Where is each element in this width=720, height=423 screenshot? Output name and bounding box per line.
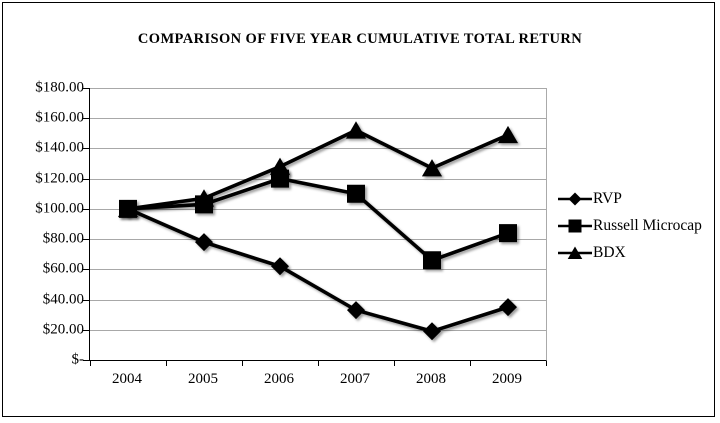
x-axis-label: 2008: [416, 371, 446, 387]
legend-item: RVP: [557, 191, 702, 207]
gridline: [90, 269, 546, 271]
diamond-marker-icon: [271, 257, 289, 276]
series-svg: [117, 121, 519, 341]
series-line: [127, 176, 509, 263]
x-axis-label: 2004: [112, 371, 142, 387]
y-axis-label: $180.00: [35, 79, 84, 96]
gridline: [90, 178, 546, 180]
y-axis-label: $160.00: [35, 109, 84, 126]
series-line: [127, 128, 509, 211]
diamond-legend-marker-icon: [558, 192, 592, 206]
gridline: [90, 299, 546, 301]
x-axis-tick: [546, 361, 547, 366]
triangle-marker-icon: [193, 189, 215, 207]
y-axis-tick: [83, 208, 90, 210]
legend-label: RVP: [593, 190, 622, 207]
y-axis-tick: [83, 269, 90, 271]
diamond-marker-icon: [423, 322, 441, 341]
y-axis-tick: [83, 360, 90, 361]
x-axis-label: 2009: [492, 371, 522, 387]
y-axis-tick: [83, 329, 90, 331]
gridline: [90, 329, 546, 331]
y-axis-label: $120.00: [35, 170, 84, 187]
x-axis-tick: [90, 361, 91, 366]
y-axis-tick: [83, 178, 90, 180]
legend-label: BDX: [593, 244, 626, 261]
diamond-marker-icon: [195, 233, 213, 252]
triangle-marker-icon: [269, 157, 291, 175]
legend: RVP Russell Microcap BDX: [557, 191, 702, 272]
y-axis-label: $60.00: [42, 260, 84, 277]
y-axis-tick: [83, 299, 90, 301]
series-russell-microcap: [119, 169, 517, 270]
y-axis-tick: [83, 88, 90, 89]
y-axis-tick: [83, 148, 90, 150]
x-axis-label: 2006: [264, 371, 294, 387]
gridline: [90, 88, 546, 89]
x-axis-tick: [318, 361, 319, 366]
y-axis-label: $100.00: [35, 200, 84, 217]
triangle-marker-icon: [421, 159, 443, 177]
x-axis-tick: [470, 361, 471, 366]
x-axis-labels: 2004 2005 2006 2007 2008 2009: [89, 371, 545, 391]
y-axis-labels: $180.00 $160.00 $140.00 $120.00 $100.00 $80.0…: [18, 80, 84, 368]
series-bdx: [117, 121, 519, 218]
y-axis-label: $40.00: [42, 291, 84, 308]
x-axis-label: 2007: [340, 371, 370, 387]
legend-item: Russell Microcap: [557, 218, 702, 234]
plot-area: [83, 88, 547, 366]
diamond-marker-icon: [499, 298, 517, 317]
y-axis-tick: [83, 239, 90, 241]
x-axis-label: 2005: [188, 371, 218, 387]
triangle-marker-icon: [117, 199, 139, 218]
square-marker-icon: [499, 224, 517, 243]
triangle-marker-icon: [345, 121, 367, 139]
gridline: [90, 118, 546, 120]
diamond-marker-icon: [347, 301, 365, 320]
square-marker-icon: [347, 184, 365, 203]
gridline: [90, 239, 546, 241]
square-legend-marker-icon: [558, 219, 592, 233]
legend-item: BDX: [557, 245, 702, 261]
y-axis-label: $80.00: [42, 230, 84, 247]
gridline: [90, 208, 546, 210]
x-axis-tick: [394, 361, 395, 366]
series-line: [127, 207, 509, 334]
chart-title: COMPARISON OF FIVE YEAR CUMULATIVE TOTAL…: [137, 31, 583, 47]
x-axis-tick: [166, 361, 167, 366]
chart-frame-border: [2, 2, 715, 417]
square-marker-icon: [423, 251, 441, 270]
legend-label: Russell Microcap: [593, 217, 702, 234]
y-axis-label: $140.00: [35, 139, 84, 156]
series-rvp: [119, 199, 517, 341]
y-axis-label: $20.00: [42, 321, 84, 338]
y-axis-tick: [83, 118, 90, 120]
triangle-legend-marker-icon: [558, 246, 592, 259]
y-axis-label: $-: [71, 351, 85, 368]
triangle-marker-icon: [497, 125, 519, 144]
x-axis-tick: [242, 361, 243, 366]
